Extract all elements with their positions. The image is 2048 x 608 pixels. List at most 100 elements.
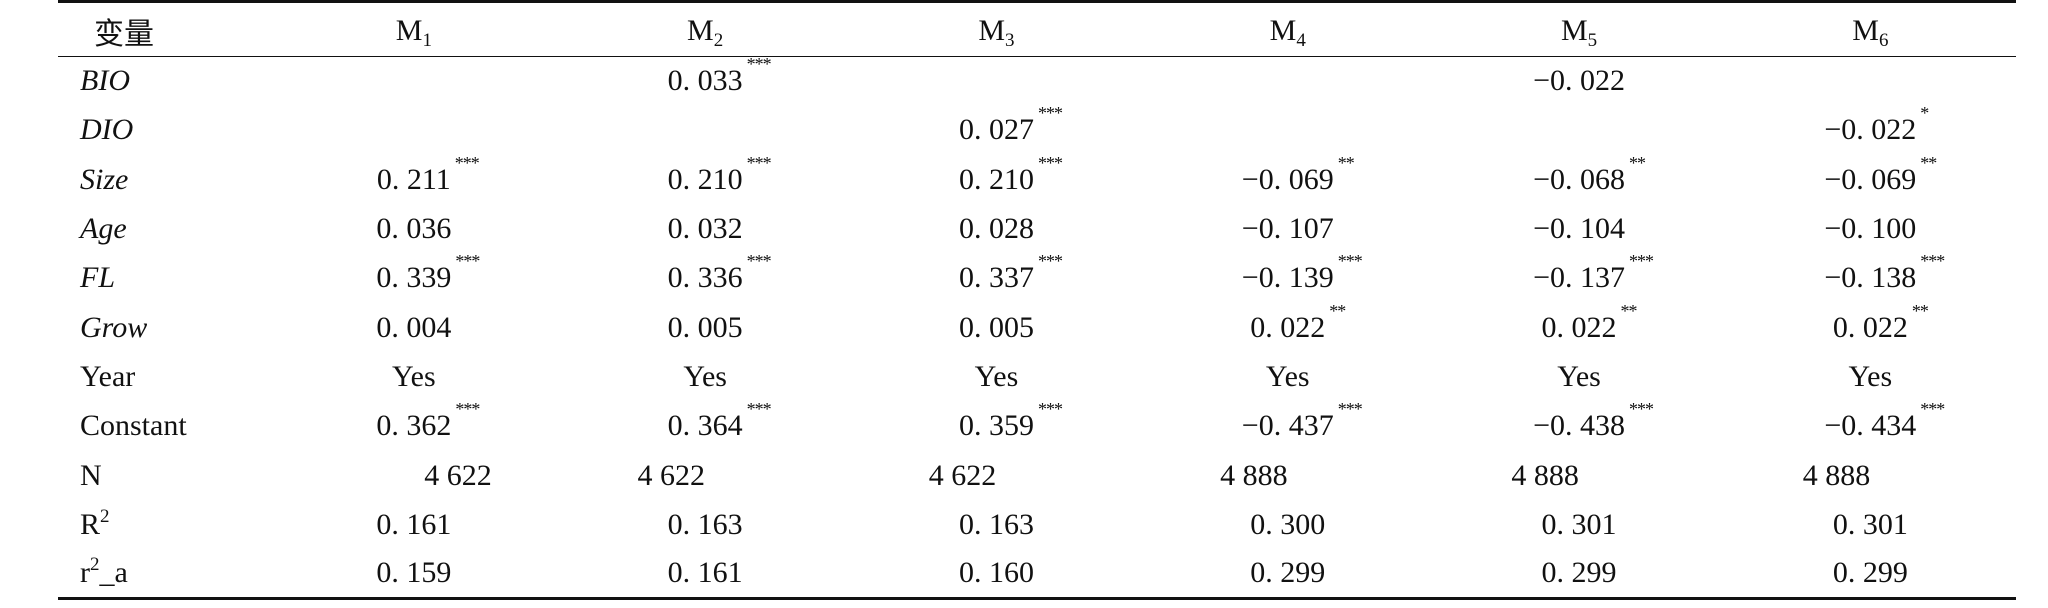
value-cell: 0. 159 — [268, 549, 560, 601]
value-cell: 4 622 — [851, 451, 1142, 500]
value-cell: 0. 299 — [1142, 549, 1434, 601]
value-cell — [1142, 57, 1433, 106]
value-cell: 0. 210 *** — [560, 152, 851, 204]
value-cell: 0. 005 — [851, 303, 1142, 352]
row-label: Year — [80, 359, 136, 393]
value-cell: −0. 139 *** — [1142, 251, 1433, 303]
significance-stars: *** — [1920, 251, 1945, 272]
value-cell: 0. 336 *** — [560, 251, 851, 303]
coefficient-value: Yes — [683, 359, 727, 393]
coefficient-value: 4 622 — [928, 458, 997, 492]
coefficient-value: −0. 069 — [1241, 162, 1334, 196]
coefficient-value: −0. 022 — [1533, 64, 1625, 98]
value-cell: Yes — [560, 352, 851, 401]
significance-stars: *** — [1629, 251, 1654, 272]
value-cell: 4 888 — [1725, 451, 2016, 500]
coefficient-value: 0. 022 — [1541, 310, 1617, 344]
significance-stars: *** — [1037, 152, 1063, 173]
row-label: Size — [80, 162, 129, 196]
table-row: Year Yes Yes Yes Yes Yes Yes — [58, 352, 2016, 401]
coefficient-value: 0. 336 — [667, 261, 743, 295]
coefficient-value: 0. 299 — [1250, 556, 1326, 590]
value-cell: 0. 163 — [560, 500, 851, 549]
row-label: r2_a — [58, 549, 269, 601]
row-label: Grow — [80, 310, 148, 344]
value-cell: 0. 301 — [1725, 500, 2016, 549]
value-cell: −0. 069 ** — [1725, 153, 2016, 204]
value-cell: −0. 137 *** — [1433, 251, 1724, 303]
value-cell — [851, 57, 1142, 106]
value-cell: 0. 163 — [851, 500, 1142, 549]
coefficient-value: 0. 160 — [958, 556, 1034, 590]
significance-stars: ** — [1629, 152, 1646, 173]
value-cell — [268, 57, 559, 106]
coefficient-value: 4 622 — [637, 458, 706, 492]
row-label: BIO — [80, 64, 130, 98]
coefficient-value: Yes — [974, 359, 1019, 393]
significance-stars: ** — [1329, 300, 1346, 321]
significance-stars: *** — [1337, 399, 1363, 420]
table-row: Size 0. 211 *** 0. 210 *** 0. 210 *** −0. 069 **… — [58, 152, 2016, 204]
significance-stars: *** — [746, 152, 772, 173]
coefficient-value: −0. 138 — [1824, 261, 1917, 295]
coefficient-value: 4 888 — [1802, 458, 1871, 492]
coefficient-value: 0. 032 — [667, 212, 743, 246]
value-cell: Yes — [1725, 352, 2016, 401]
significance-stars: *** — [1629, 399, 1654, 420]
significance-stars: *** — [1037, 103, 1063, 124]
row-label: R2 — [80, 505, 110, 541]
significance-stars: *** — [1920, 399, 1945, 420]
significance-stars: * — [1920, 103, 1929, 124]
coefficient-value: 0. 028 — [958, 212, 1034, 246]
coefficient-value: 0. 300 — [1250, 507, 1326, 541]
value-cell: −0. 104 — [1433, 204, 1724, 253]
significance-stars: *** — [1337, 251, 1363, 272]
significance-stars: ** — [1620, 300, 1638, 321]
table-row: FL 0. 339 *** 0. 336 *** 0. 337 *** −0. 139 *** −… — [58, 251, 2016, 303]
value-cell: 4 888 — [1433, 451, 1724, 500]
significance-stars: *** — [1037, 399, 1063, 420]
coefficient-value: 0. 337 — [958, 261, 1034, 295]
coefficient-value: 0. 364 — [667, 409, 743, 443]
value-cell — [268, 106, 559, 155]
coefficient-value: −0. 069 — [1824, 162, 1917, 196]
value-cell: 0. 299 — [1433, 549, 1725, 601]
coefficient-value: 0. 163 — [958, 507, 1034, 541]
coefficient-value: 0. 161 — [376, 507, 452, 541]
coefficient-value: −0. 437 — [1241, 409, 1334, 443]
value-cell: 0. 161 — [268, 500, 559, 549]
row-label: FL — [80, 261, 116, 295]
value-cell: Yes — [851, 352, 1142, 401]
coefficient-value: −0. 137 — [1533, 261, 1625, 295]
table-body: BIO 0. 033 *** −0. 022 DIO 0. 027 *** −0. 022 * S… — [58, 54, 2016, 601]
coefficient-value: 0. 159 — [376, 556, 452, 590]
value-cell — [1142, 106, 1433, 155]
table-row: Grow 0. 004 0. 005 0. 005 0. 022 ** 0. 022 ** 0.… — [58, 300, 2016, 352]
significance-stars: *** — [746, 54, 772, 75]
value-cell: 0. 337 *** — [851, 251, 1142, 303]
value-cell: −0. 069 ** — [1142, 153, 1433, 204]
header-row: 变量 M1 M2 M3 M4 M5 M6 — [58, 0, 2016, 57]
coefficient-value: Yes — [392, 359, 436, 393]
value-cell: 4 622 — [560, 451, 851, 500]
value-cell: −0. 438 *** — [1433, 399, 1724, 451]
value-cell — [560, 106, 851, 155]
coefficient-value: 0. 299 — [1832, 556, 1908, 590]
coefficient-value: 0. 004 — [376, 310, 452, 344]
value-cell: 4 622 — [268, 451, 559, 500]
significance-stars: *** — [455, 251, 480, 272]
value-cell: 0. 022 ** — [1142, 300, 1433, 352]
value-cell: 0. 364 *** — [560, 399, 851, 451]
table-row: Age 0. 036 0. 032 0. 028 −0. 107 −0. 104 −0. 1… — [58, 204, 2016, 253]
value-cell: 0. 301 — [1433, 500, 1724, 549]
model-header: M3 — [850, 0, 1143, 57]
value-cell: 4 888 — [1142, 451, 1433, 500]
value-cell: 0. 036 — [268, 204, 559, 253]
value-cell: 0. 211 *** — [268, 153, 559, 204]
coefficient-value: 0. 211 — [376, 162, 451, 196]
value-cell: −0. 138 *** — [1725, 251, 2016, 303]
value-cell: 0. 027 *** — [851, 103, 1142, 155]
value-cell: 0. 300 — [1142, 500, 1433, 549]
coefficient-value: 0. 362 — [376, 409, 452, 443]
coefficient-value: 0. 022 — [1250, 310, 1326, 344]
